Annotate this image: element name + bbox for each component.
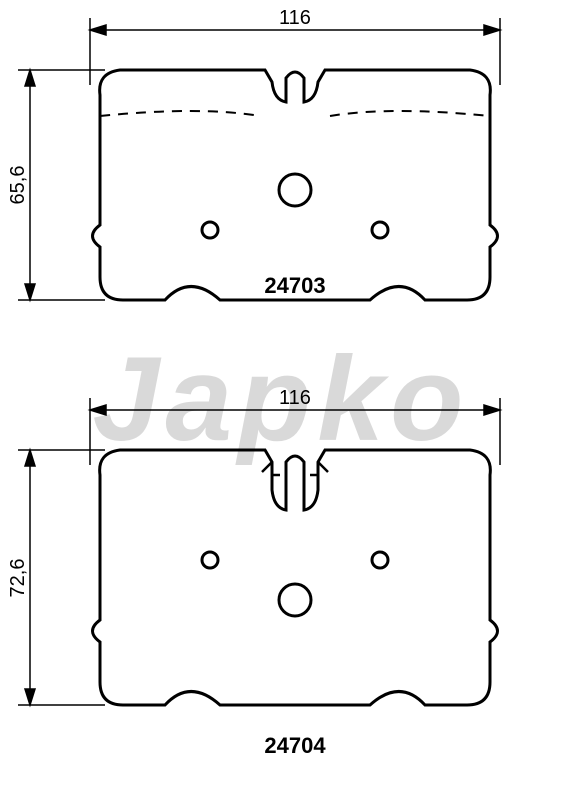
drawing-svg: Japko 116 65,6 xyxy=(0,0,563,800)
pad1-left-hole xyxy=(202,222,218,238)
pad1-width-label: 116 xyxy=(279,7,311,29)
pad1-outline xyxy=(93,70,498,300)
pad2-height-label: 72,6 xyxy=(7,559,29,598)
pad1-height-dimension xyxy=(18,70,105,300)
pad2-part-number: 24704 xyxy=(264,733,326,758)
pad1-dash-line xyxy=(100,111,490,116)
pad1-height-label: 65,6 xyxy=(7,166,29,205)
technical-drawing: Japko 116 65,6 xyxy=(0,0,563,800)
pad2-width-label: 116 xyxy=(279,387,311,409)
pad1-center-hole xyxy=(279,174,311,206)
pad2-left-hole xyxy=(202,552,218,568)
pad2-outline xyxy=(93,450,498,705)
pad2-right-hole xyxy=(372,552,388,568)
pad-1-group: 116 65,6 24703 xyxy=(7,7,500,300)
pad1-part-number: 24703 xyxy=(264,273,325,298)
pad2-height-dimension xyxy=(18,450,105,705)
pad1-right-hole xyxy=(372,222,388,238)
pad2-center-hole xyxy=(279,584,311,616)
